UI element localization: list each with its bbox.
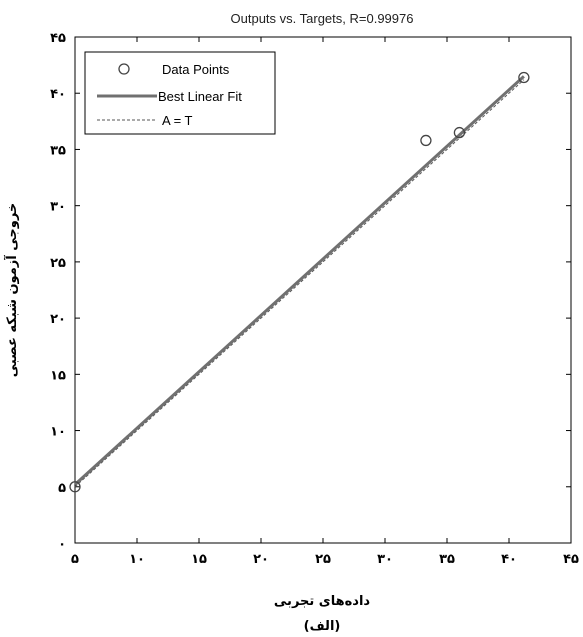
y-axis-ticks: ۰ ۵ ۱۰ ۱۵ ۲۰ ۲۵ ۳۰ ۳۵ ۴۰ ۴۵ bbox=[50, 31, 571, 552]
y-tick-label: ۱۵ bbox=[50, 368, 66, 383]
y-tick-label: ۵ bbox=[58, 481, 66, 496]
data-point bbox=[69, 481, 81, 493]
y-axis-label: خروجی آزمون شبکه عصبی bbox=[3, 203, 20, 378]
y-tick-label: ۳۰ bbox=[50, 200, 66, 215]
data-point bbox=[420, 134, 432, 147]
data-point bbox=[453, 126, 466, 139]
x-tick-label: ۵ bbox=[71, 552, 79, 567]
x-axis-label: داده‌های تجربی bbox=[274, 594, 371, 609]
legend-label-identity: A = T bbox=[162, 113, 193, 128]
y-tick-label: ۲۵ bbox=[50, 256, 66, 271]
best-fit-line bbox=[73, 75, 525, 486]
x-tick-label: ۱۵ bbox=[191, 552, 207, 567]
chart-title: Outputs vs. Targets, R=0.99976 bbox=[231, 11, 414, 26]
data-point bbox=[518, 71, 530, 84]
identity-line bbox=[74, 79, 525, 488]
x-tick-label: ۴۵ bbox=[563, 552, 579, 567]
legend-label-best-fit: Best Linear Fit bbox=[158, 89, 242, 104]
series-layer bbox=[69, 71, 530, 493]
x-tick-label: ۴۰ bbox=[501, 552, 517, 567]
legend: Data Points Best Linear Fit A = T bbox=[84, 51, 276, 135]
y-tick-label: ۱۰ bbox=[50, 425, 66, 440]
y-tick-label: ۴۵ bbox=[50, 31, 66, 46]
y-tick-label: ۴۰ bbox=[50, 87, 66, 102]
y-tick-label: ۲۰ bbox=[50, 312, 66, 327]
x-tick-label: ۳۵ bbox=[439, 552, 455, 567]
y-tick-label: ۳۵ bbox=[50, 143, 66, 158]
legend-label-data-points: Data Points bbox=[162, 62, 230, 77]
y-tick-label: ۰ bbox=[58, 537, 66, 552]
legend-box bbox=[84, 51, 276, 135]
legend-marker-data-points bbox=[118, 63, 130, 75]
x-tick-label: ۳۰ bbox=[377, 552, 393, 567]
x-axis-ticks: ۵ ۱۰ ۱۵ ۲۰ ۲۵ ۳۰ ۳۵ ۴۰ ۴۵ bbox=[71, 37, 579, 567]
x-tick-label: ۱۰ bbox=[129, 552, 145, 567]
x-tick-label: ۲۵ bbox=[315, 552, 331, 567]
figure-caption: (الف) bbox=[304, 619, 341, 634]
x-tick-label: ۲۰ bbox=[253, 552, 269, 567]
